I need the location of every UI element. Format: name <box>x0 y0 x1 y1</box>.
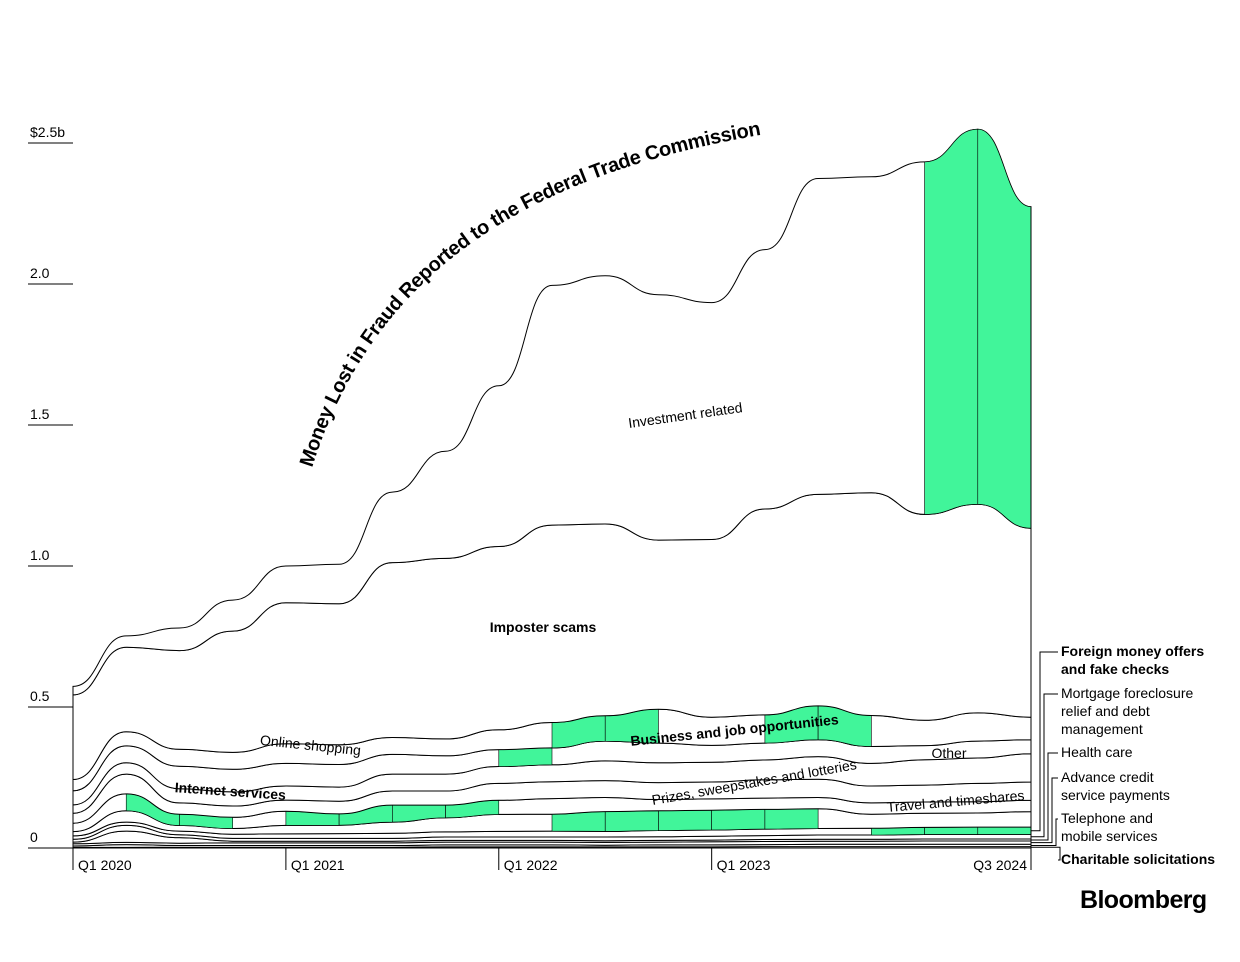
highlight-foreign-money-offers-and-fake-checks <box>977 826 1032 835</box>
x-tick-label: Q1 2022 <box>504 857 558 873</box>
legend-item-label: management <box>1061 721 1143 737</box>
y-tick-label: 0.5 <box>30 688 50 704</box>
highlight-travel-and-timeshares <box>711 809 766 831</box>
legend-item-label: Advance credit <box>1061 769 1154 785</box>
legend-item-label: relief and debt <box>1061 703 1150 719</box>
legend-item-label: Telephone and <box>1061 810 1153 826</box>
legend-item-label: service payments <box>1061 787 1170 803</box>
highlight-investment-related <box>977 128 1032 529</box>
highlight-travel-and-timeshares <box>658 809 712 831</box>
legend-item-label: Mortgage foreclosure <box>1061 685 1194 701</box>
stream-layers <box>72 128 1032 849</box>
highlight-investment-related <box>924 128 979 515</box>
legend-item-label: and fake checks <box>1061 661 1169 677</box>
y-axis: 0 0.5 1.0 1.5 2.0 $2.5b <box>28 124 73 849</box>
legend-item-label: Foreign money offers <box>1061 643 1204 659</box>
bloomberg-logo: Bloomberg <box>1080 886 1207 914</box>
highlight-online-shopping <box>498 747 553 767</box>
legend-item-label: mobile services <box>1061 828 1157 844</box>
highlight-travel-and-timeshares <box>764 808 819 830</box>
series-label: Other <box>931 745 966 761</box>
series-label: Internet services <box>174 779 286 803</box>
legend-connector <box>1031 846 1061 861</box>
y-tick-label: 1.5 <box>30 406 50 422</box>
legend-item-label: Health care <box>1061 744 1133 760</box>
legend-connector <box>1031 752 1058 841</box>
legend: Foreign money offers and fake checks Mortg… <box>1031 643 1215 867</box>
legend-connector <box>1031 777 1058 844</box>
highlight-travel-and-timeshares <box>604 810 659 832</box>
x-tick-label: Q1 2020 <box>78 857 132 873</box>
y-tick-label: 0 <box>30 829 38 845</box>
legend-connector <box>1031 818 1058 846</box>
y-tick-label: 1.0 <box>30 547 50 563</box>
y-tick-label: 2.0 <box>30 265 50 281</box>
x-tick-label: Q1 2021 <box>291 857 345 873</box>
legend-connector <box>1031 693 1058 838</box>
series-label: Imposter scams <box>490 619 597 635</box>
y-tick-label: $2.5b <box>30 124 65 140</box>
legend-item-label: Charitable solicitations <box>1061 851 1215 867</box>
x-tick-label: Q3 2024 <box>973 857 1027 873</box>
x-tick-label: Q1 2023 <box>717 857 771 873</box>
legend-connector <box>1031 651 1058 832</box>
x-axis: Q1 2020 Q1 2021 Q1 2022 Q1 2023 Q3 2024 <box>28 206 1032 873</box>
highlight-foreign-money-offers-and-fake-checks <box>924 826 979 835</box>
